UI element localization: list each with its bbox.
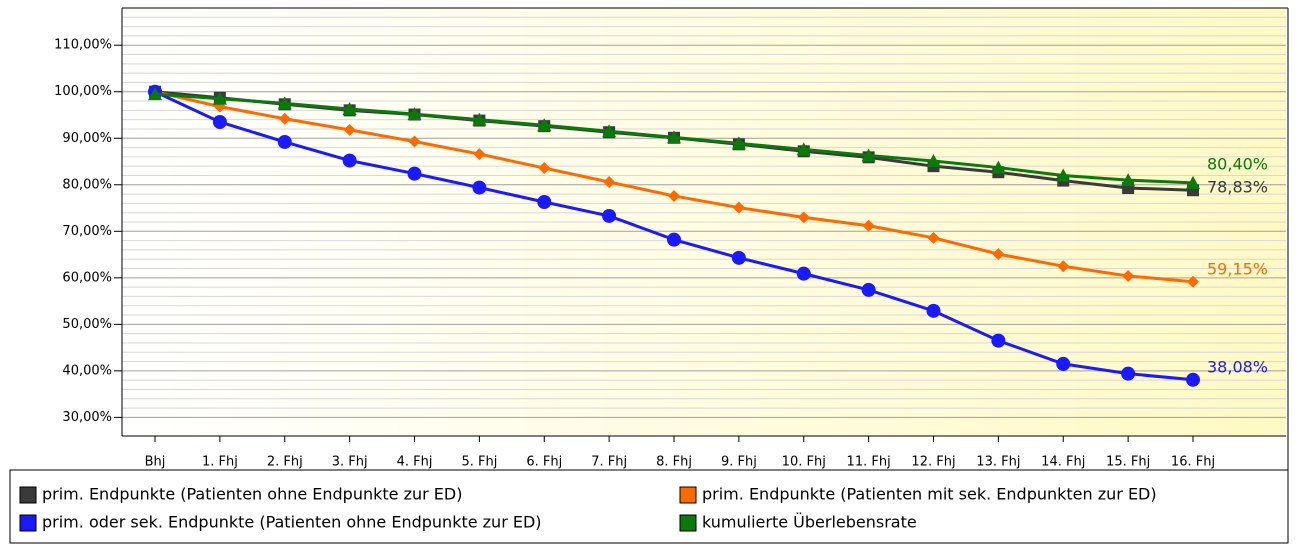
- x-tick-label: 10. Fhj: [782, 455, 826, 470]
- marker: [537, 194, 552, 209]
- y-tick-label: 110,00%: [54, 38, 112, 53]
- marker: [343, 123, 356, 136]
- marker: [342, 153, 357, 168]
- marker: [472, 180, 487, 195]
- marker: [1056, 168, 1071, 182]
- x-tick-label: 12. Fhj: [911, 455, 955, 470]
- marker: [342, 101, 357, 115]
- marker: [277, 96, 292, 110]
- marker: [212, 114, 227, 129]
- marker: [212, 91, 227, 105]
- x-tick-label: 11. Fhj: [847, 455, 891, 470]
- legend-box: [9, 469, 1289, 544]
- data-label: 59,15%: [1207, 259, 1268, 278]
- y-tick-label: 70,00%: [62, 224, 112, 239]
- marker: [796, 142, 811, 156]
- x-tick-label: 6. Fhj: [526, 455, 562, 470]
- marker: [927, 231, 940, 244]
- legend-label: prim. oder sek. Endpunkte (Patienten ohn…: [42, 513, 542, 532]
- x-tick-label: 14. Fhj: [1041, 455, 1085, 470]
- y-tick-label: 90,00%: [62, 131, 112, 146]
- marker: [1057, 260, 1070, 273]
- marker: [538, 162, 551, 175]
- x-tick-label: 8. Fhj: [656, 455, 692, 470]
- data-label: 78,83%: [1207, 178, 1268, 197]
- marker: [408, 135, 421, 148]
- data-label: 80,40%: [1207, 154, 1268, 173]
- y-tick-label: 60,00%: [62, 270, 112, 285]
- x-tick-label: 5. Fhj: [461, 455, 497, 470]
- marker: [668, 189, 680, 202]
- y-tick-label: 50,00%: [62, 317, 112, 332]
- x-tick-label: 4. Fhj: [397, 455, 433, 470]
- legend-label: prim. Endpunkte (Patienten ohne Endpunkt…: [42, 485, 462, 504]
- marker: [992, 248, 1005, 261]
- marker: [1186, 175, 1200, 189]
- marker: [278, 112, 291, 125]
- marker: [1122, 269, 1135, 282]
- marker: [473, 148, 486, 161]
- x-tick-label: 1. Fhj: [202, 455, 238, 470]
- y-tick-label: 40,00%: [62, 363, 112, 378]
- data-label: 38,08%: [1207, 357, 1268, 376]
- legend-label: kumulierte Überlebensrate: [702, 513, 917, 532]
- marker: [277, 134, 292, 149]
- marker: [1056, 356, 1071, 371]
- x-tick-label: 15. Fhj: [1106, 455, 1150, 470]
- marker: [407, 166, 422, 181]
- marker: [667, 232, 681, 247]
- marker: [1186, 372, 1200, 387]
- marker: [603, 175, 616, 188]
- x-tick-label: 16. Fhj: [1171, 455, 1215, 470]
- marker: [926, 154, 941, 168]
- marker: [797, 211, 810, 224]
- marker: [991, 160, 1006, 174]
- legend-label: prim. Endpunkte (Patienten mit sek. Endp…: [702, 485, 1157, 504]
- marker: [861, 148, 876, 162]
- marker: [602, 124, 617, 138]
- marker: [991, 333, 1006, 348]
- marker: [537, 118, 552, 132]
- marker: [732, 201, 745, 214]
- marker: [1187, 275, 1199, 288]
- legend-swatch: [19, 486, 37, 504]
- marker: [861, 282, 876, 297]
- x-tick-label: 2. Fhj: [267, 455, 303, 470]
- marker: [731, 136, 746, 150]
- marker: [1121, 173, 1136, 187]
- legend-swatch: [679, 514, 697, 532]
- x-tick-label: 3. Fhj: [332, 455, 368, 470]
- marker: [731, 250, 746, 265]
- x-tick-label: 13. Fhj: [976, 455, 1020, 470]
- legend-swatch: [19, 514, 37, 532]
- marker: [602, 208, 617, 223]
- marker: [796, 266, 811, 281]
- y-tick-label: 30,00%: [62, 410, 112, 425]
- y-tick-label: 100,00%: [54, 84, 112, 99]
- x-tick-label: 9. Fhj: [721, 455, 757, 470]
- marker: [926, 303, 941, 318]
- marker: [407, 107, 422, 121]
- marker: [667, 130, 681, 144]
- marker: [148, 87, 162, 101]
- marker: [862, 219, 875, 232]
- x-tick-label: Bhj: [145, 455, 166, 470]
- legend-swatch: [679, 486, 697, 504]
- x-tick-label: 7. Fhj: [591, 455, 627, 470]
- marker: [472, 112, 487, 126]
- marker: [1121, 366, 1136, 381]
- y-tick-label: 80,00%: [62, 177, 112, 192]
